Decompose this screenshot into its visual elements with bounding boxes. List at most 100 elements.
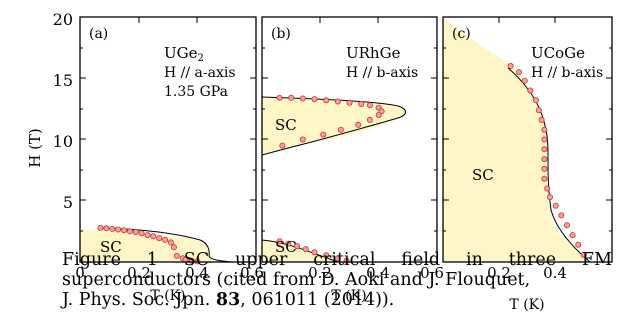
- data-point: [541, 175, 548, 182]
- panel-c-field-direction: H // b-axis: [531, 65, 603, 81]
- panel-b-upper-sc-region: [262, 97, 405, 155]
- data-point: [121, 227, 128, 234]
- data-point: [521, 77, 528, 84]
- panel-a-field-direction: H // a-axis: [164, 65, 236, 81]
- panel-b-ticks: [262, 17, 437, 232]
- y-axis-label: H (T): [26, 128, 44, 168]
- data-point: [311, 249, 318, 256]
- caption-line-2: superconductors (cited from D. Aoki and …: [62, 270, 531, 290]
- data-point: [541, 146, 548, 153]
- panel-a: (a) UGe2 H // a-axis 1.35 GPa SC: [79, 16, 257, 265]
- panel-a-pressure: 1.35 GPa: [164, 84, 228, 100]
- data-point: [173, 252, 180, 259]
- data-point: [126, 228, 133, 235]
- data-point: [320, 131, 327, 138]
- x-axis-label-a: T (K): [150, 288, 185, 304]
- panel-a-critical-field-line: [99, 227, 233, 263]
- data-point: [346, 99, 353, 106]
- caption-pages: , 061011 (2014)).: [240, 290, 395, 310]
- data-point: [279, 142, 286, 149]
- panel-a-material-name: UGe: [164, 44, 198, 62]
- panel-a-ticks: [80, 17, 256, 232]
- data-point: [375, 112, 382, 119]
- panel-b-lower-sc-label: SC: [275, 238, 297, 256]
- x-tick-label: 0.2: [487, 264, 511, 282]
- data-point: [144, 232, 151, 239]
- x-tick-label: 0.4: [543, 264, 567, 282]
- panel-a-sc-region: [80, 230, 232, 262]
- data-point: [575, 241, 582, 248]
- data-point: [167, 239, 174, 246]
- panel-b: (b) URhGe H // b-axis SC SC: [261, 16, 438, 264]
- data-point: [132, 228, 139, 235]
- panel-b-upper-sc-label: SC: [275, 116, 297, 134]
- data-point: [580, 251, 587, 258]
- figure-caption: Figure 1 SC upper critical field in thre…: [62, 250, 612, 310]
- panel-c-material: UCoGe: [531, 44, 585, 62]
- data-point: [334, 255, 341, 262]
- data-point: [293, 243, 300, 250]
- panel-c-tag: (c): [452, 26, 471, 42]
- data-point: [541, 126, 548, 133]
- data-point: [288, 94, 295, 101]
- data-point: [170, 244, 177, 251]
- data-point: [150, 233, 157, 240]
- data-point: [533, 97, 540, 104]
- data-point: [547, 194, 554, 201]
- data-point: [138, 230, 145, 237]
- data-point: [541, 165, 548, 172]
- data-point: [302, 246, 309, 253]
- y-tick-label: 10: [53, 132, 73, 151]
- data-point: [516, 69, 523, 76]
- caption-line-1: Figure 1 SC upper critical field in thre…: [62, 250, 612, 270]
- data-point: [337, 126, 344, 133]
- data-point: [103, 225, 110, 232]
- panel-c: (c) UCoGe H // b-axis SC: [442, 16, 613, 263]
- data-point: [97, 224, 104, 231]
- data-point: [358, 101, 365, 108]
- data-point: [299, 95, 306, 102]
- data-point: [109, 225, 116, 232]
- panel-b-tag: (b): [271, 26, 291, 42]
- x-tick-labels-c: 0.2 0.4: [487, 264, 567, 282]
- data-point: [563, 222, 570, 229]
- data-point: [115, 226, 122, 233]
- data-point: [507, 63, 514, 70]
- x-axis-label-b: T (K): [331, 288, 366, 304]
- data-point: [527, 87, 534, 94]
- x-tick-labels-a: 0 0.2 0.4 0.6: [75, 264, 264, 282]
- y-tick-label: 5: [63, 193, 73, 212]
- x-tick-label: 0.4: [185, 264, 209, 282]
- data-point: [334, 98, 341, 105]
- data-point: [366, 116, 373, 123]
- data-point: [541, 136, 548, 143]
- panel-b-upper-critical-line: [261, 96, 406, 156]
- data-point: [538, 116, 545, 123]
- panel-b-lower-sc-region: [262, 240, 338, 262]
- data-point: [541, 156, 548, 163]
- panel-c-sc-label: SC: [472, 166, 494, 184]
- data-point: [323, 97, 330, 104]
- data-point: [569, 232, 576, 239]
- panel-c-data-markers: [507, 63, 587, 258]
- panel-c-sc-region: [443, 17, 590, 262]
- data-point: [558, 212, 565, 219]
- data-point: [355, 121, 362, 128]
- caption-line-3: J. Phys. Soc. Jpn. 83, 061011 (2014)).: [62, 290, 612, 310]
- panel-b-field-direction: H // b-axis: [346, 65, 418, 81]
- panel-a-material: UGe2: [164, 44, 204, 64]
- data-point: [276, 238, 283, 245]
- panel-b-data-markers: [276, 94, 385, 264]
- panel-c-ticks: [443, 17, 612, 232]
- data-point: [156, 235, 163, 242]
- x-tick-label: 0: [75, 264, 85, 282]
- data-point: [552, 202, 559, 209]
- panel-a-sc-label: SC: [100, 238, 122, 256]
- x-tick-label: 0.2: [127, 264, 151, 282]
- x-tick-labels-b: 0.2 0.4 0.6: [308, 264, 444, 282]
- caption-volume: 83: [215, 290, 241, 310]
- data-point: [276, 94, 283, 101]
- x-tick-label: 0.6: [420, 264, 444, 282]
- panel-a-tag: (a): [89, 26, 108, 42]
